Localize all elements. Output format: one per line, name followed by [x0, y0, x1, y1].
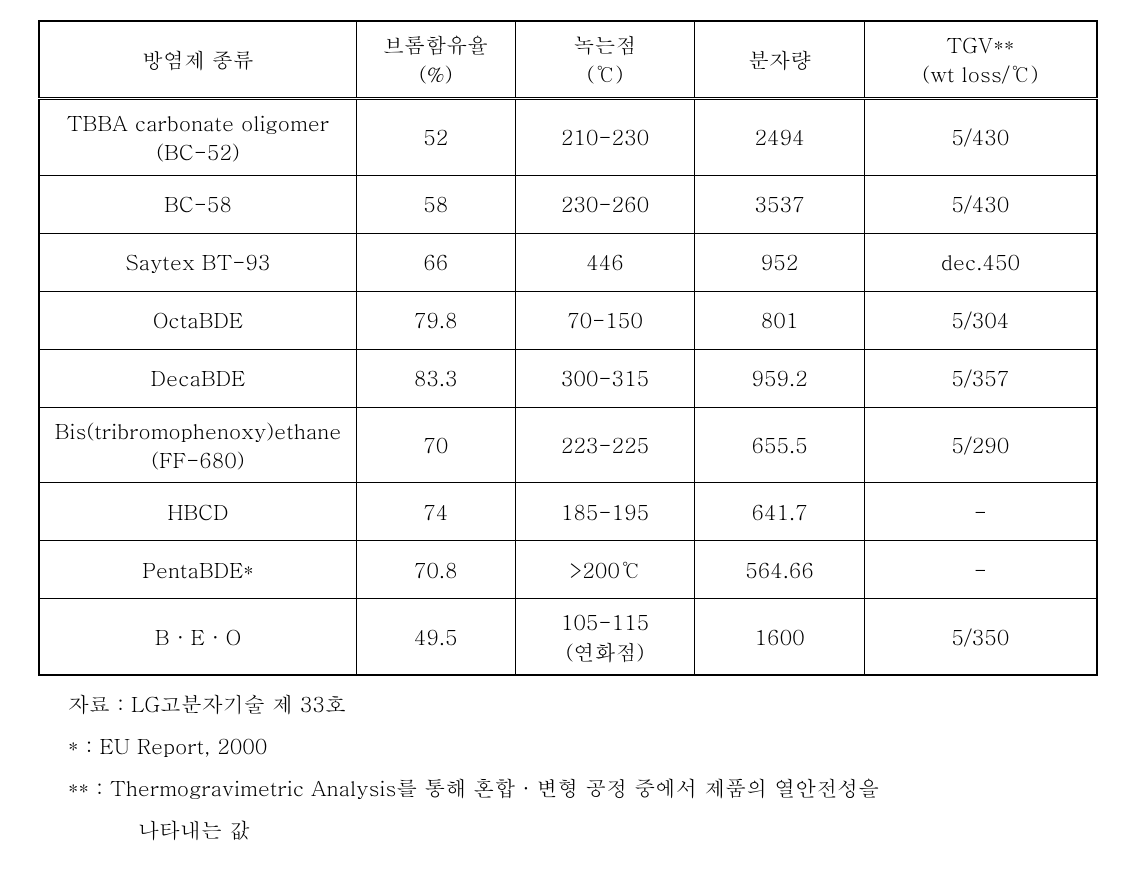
table-row: HBCD 74 185-195 641.7 - — [39, 483, 1097, 541]
table-row: BC-58 58 230-260 3537 5/430 — [39, 175, 1097, 233]
header-name: 방염제 종류 — [39, 21, 356, 98]
cell-melting: 446 — [515, 233, 695, 291]
cell-tgv: 5/290 — [864, 407, 1097, 483]
footnotes-section: 자료 : LG고분자기술 제 33호 * : EU Report, 2000 *… — [38, 684, 1098, 850]
cell-tgv: 5/430 — [864, 175, 1097, 233]
table-body: TBBA carbonate oligomer(BC-52) 52 210-23… — [39, 98, 1097, 675]
cell-molweight: 1600 — [695, 599, 864, 675]
cell-tgv: dec.450 — [864, 233, 1097, 291]
cell-molweight: 3537 — [695, 175, 864, 233]
cell-name: Saytex BT-93 — [39, 233, 356, 291]
footnote-asterisk-1: * : EU Report, 2000 — [68, 726, 1098, 766]
footnote-asterisk-2-line2: 나타내는 값 — [68, 810, 1098, 850]
cell-tgv: - — [864, 483, 1097, 541]
cell-name: DecaBDE — [39, 349, 356, 407]
table-row: TBBA carbonate oligomer(BC-52) 52 210-23… — [39, 98, 1097, 175]
cell-melting: 300-315 — [515, 349, 695, 407]
footnote-asterisk-2-line1: ** : Thermogravimetric Analysis를 통해 혼합 ·… — [68, 768, 1098, 808]
cell-bromine: 74 — [356, 483, 515, 541]
cell-molweight: 655.5 — [695, 407, 864, 483]
cell-melting: >200℃ — [515, 541, 695, 599]
cell-molweight: 959.2 — [695, 349, 864, 407]
cell-bromine: 70 — [356, 407, 515, 483]
cell-name: BC-58 — [39, 175, 356, 233]
cell-tgv: 5/357 — [864, 349, 1097, 407]
cell-name: TBBA carbonate oligomer(BC-52) — [39, 98, 356, 175]
header-row: 방염제 종류 브롬함유율(%) 녹는점(℃) 분자량 TGV**(wt loss… — [39, 21, 1097, 98]
cell-name: Bis(tribromophenoxy)ethane(FF-680) — [39, 407, 356, 483]
cell-bromine: 79.8 — [356, 291, 515, 349]
footnote-source: 자료 : LG고분자기술 제 33호 — [68, 684, 1098, 724]
table-row: Saytex BT-93 66 446 952 dec.450 — [39, 233, 1097, 291]
document-container: 방염제 종류 브롬함유율(%) 녹는점(℃) 분자량 TGV**(wt loss… — [38, 20, 1098, 850]
cell-molweight: 564.66 — [695, 541, 864, 599]
flame-retardant-table: 방염제 종류 브롬함유율(%) 녹는점(℃) 분자량 TGV**(wt loss… — [38, 20, 1098, 676]
cell-name: OctaBDE — [39, 291, 356, 349]
cell-tgv: 5/350 — [864, 599, 1097, 675]
cell-molweight: 801 — [695, 291, 864, 349]
cell-melting: 105-115(연화점) — [515, 599, 695, 675]
cell-melting: 185-195 — [515, 483, 695, 541]
cell-name: B · E · O — [39, 599, 356, 675]
header-bromine: 브롬함유율(%) — [356, 21, 515, 98]
cell-molweight: 952 — [695, 233, 864, 291]
cell-melting: 70-150 — [515, 291, 695, 349]
header-melting: 녹는점(℃) — [515, 21, 695, 98]
cell-molweight: 2494 — [695, 98, 864, 175]
cell-bromine: 70.8 — [356, 541, 515, 599]
table-row: PentaBDE* 70.8 >200℃ 564.66 - — [39, 541, 1097, 599]
header-tgv: TGV**(wt loss/℃) — [864, 21, 1097, 98]
table-header: 방염제 종류 브롬함유율(%) 녹는점(℃) 분자량 TGV**(wt loss… — [39, 21, 1097, 98]
cell-bromine: 83.3 — [356, 349, 515, 407]
cell-name: PentaBDE* — [39, 541, 356, 599]
cell-bromine: 58 — [356, 175, 515, 233]
cell-melting: 223-225 — [515, 407, 695, 483]
cell-molweight: 641.7 — [695, 483, 864, 541]
cell-bromine: 52 — [356, 98, 515, 175]
cell-name: HBCD — [39, 483, 356, 541]
cell-tgv: - — [864, 541, 1097, 599]
cell-melting: 210-230 — [515, 98, 695, 175]
cell-tgv: 5/304 — [864, 291, 1097, 349]
table-row: DecaBDE 83.3 300-315 959.2 5/357 — [39, 349, 1097, 407]
table-row: B · E · O 49.5 105-115(연화점) 1600 5/350 — [39, 599, 1097, 675]
table-row: OctaBDE 79.8 70-150 801 5/304 — [39, 291, 1097, 349]
cell-tgv: 5/430 — [864, 98, 1097, 175]
table-row: Bis(tribromophenoxy)ethane(FF-680) 70 22… — [39, 407, 1097, 483]
header-molweight: 분자량 — [695, 21, 864, 98]
cell-melting: 230-260 — [515, 175, 695, 233]
cell-bromine: 49.5 — [356, 599, 515, 675]
cell-bromine: 66 — [356, 233, 515, 291]
